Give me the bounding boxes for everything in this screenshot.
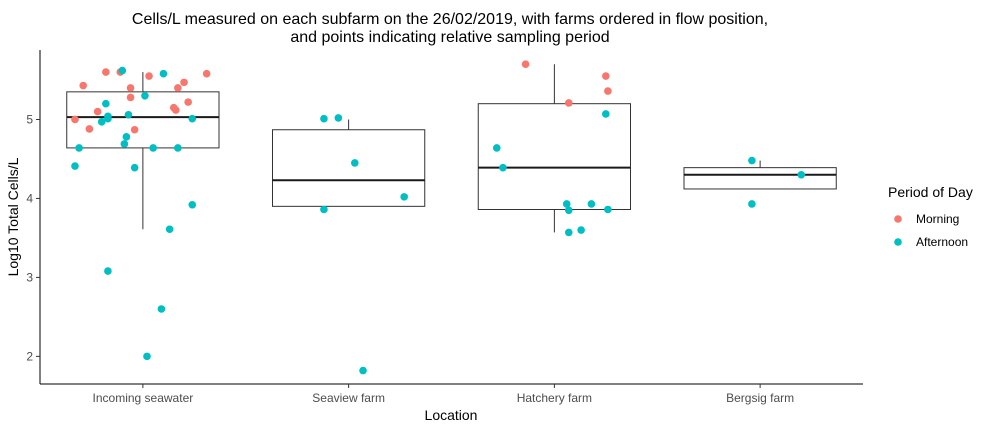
legend-key-morning: [894, 215, 902, 223]
data-point-morning: [564, 99, 573, 107]
y-tick-label: 2: [26, 349, 33, 363]
box-hatchery-farm: [477, 64, 632, 233]
chart-title-line-2: and points indicating relative sampling …: [290, 29, 609, 46]
data-point-afternoon: [748, 156, 756, 165]
data-point-afternoon: [334, 114, 343, 122]
tick-labels: 2 3 4 5 Incoming seawater Seaview farm Hatcher…: [26, 112, 794, 405]
data-point-afternoon: [104, 112, 112, 121]
data-point-afternoon: [748, 200, 756, 208]
chart-title: Cells/L measured on each subfarm on the …: [132, 11, 768, 46]
data-point-morning: [602, 72, 610, 80]
data-point-afternoon: [350, 159, 359, 167]
data-point-afternoon: [492, 144, 501, 152]
data-point-morning: [202, 69, 211, 78]
box-bergsig-farm: [683, 160, 837, 190]
data-point-morning: [79, 81, 88, 90]
legend-label-afternoon: Afternoon: [916, 235, 968, 249]
y-tick-label: 4: [26, 191, 33, 205]
data-point-afternoon: [174, 144, 182, 152]
x-tick-label: Seaview farm: [312, 391, 385, 405]
data-point-afternoon: [104, 267, 112, 275]
data-point-afternoon: [562, 200, 571, 208]
data-point-morning: [85, 125, 94, 133]
data-point-afternoon: [587, 200, 596, 208]
data-point-morning: [71, 115, 79, 124]
data-point-morning: [171, 106, 180, 114]
data-point-afternoon: [130, 163, 139, 172]
data-point-afternoon: [188, 200, 197, 209]
series-morning: [71, 60, 612, 134]
plot-area: [66, 60, 837, 375]
box-body-incoming-seawater: [66, 91, 220, 149]
data-point-morning: [180, 78, 188, 87]
series-afternoon: [71, 66, 806, 375]
data-point-afternoon: [320, 205, 328, 214]
axes: [39, 50, 863, 385]
data-point-afternoon: [118, 66, 127, 75]
x-tick-label: Hatchery farm: [517, 391, 592, 405]
data-point-afternoon: [564, 206, 573, 215]
box-body-hatchery-farm: [477, 103, 632, 210]
x-axis-title: Location: [425, 407, 478, 423]
data-point-afternoon: [797, 170, 806, 179]
data-point-morning: [145, 72, 153, 80]
x-tick-label: Bergsig farm: [726, 391, 794, 405]
data-point-morning: [93, 107, 102, 116]
legend-title: Period of Day: [888, 184, 973, 200]
data-point-afternoon: [188, 114, 197, 123]
data-point-morning: [130, 125, 139, 134]
box-seaview-farm: [271, 119, 426, 207]
legend-label-morning: Morning: [916, 212, 959, 226]
data-point-morning: [126, 93, 135, 102]
data-point-afternoon: [602, 110, 610, 118]
data-point-afternoon: [141, 91, 149, 100]
legend: Period of Day Morning Afternoon: [888, 184, 973, 249]
data-point-afternoon: [124, 110, 133, 119]
data-point-afternoon: [400, 193, 408, 201]
data-point-afternoon: [564, 228, 573, 237]
y-tick-label: 3: [26, 270, 33, 284]
box-body-bergsig-farm: [683, 167, 837, 190]
data-point-afternoon: [320, 114, 328, 123]
data-point-afternoon: [149, 144, 157, 152]
data-point-morning: [174, 84, 182, 92]
data-point-morning: [126, 84, 135, 92]
chart-title-line-1: Cells/L measured on each subfarm on the …: [132, 11, 768, 28]
data-point-afternoon: [120, 140, 129, 148]
data-point-morning: [184, 98, 192, 106]
data-point-afternoon: [97, 118, 106, 126]
y-tick-label: 5: [26, 112, 33, 126]
legend-key-afternoon: [894, 238, 902, 246]
data-point-afternoon: [165, 225, 174, 234]
data-point-afternoon: [577, 226, 585, 234]
data-point-afternoon: [102, 99, 110, 108]
data-point-afternoon: [159, 69, 168, 78]
data-point-afternoon: [122, 133, 131, 141]
data-point-morning: [521, 60, 530, 69]
data-point-afternoon: [157, 305, 166, 313]
data-point-morning: [102, 68, 110, 76]
data-point-morning: [604, 87, 612, 95]
box-body-seaview-farm: [271, 129, 426, 207]
data-point-afternoon: [359, 366, 367, 375]
data-point-afternoon: [71, 162, 79, 170]
y-axis-title: Log10 Total Cells/L: [5, 157, 21, 276]
data-point-afternoon: [499, 163, 507, 172]
data-point-afternoon: [143, 352, 151, 361]
data-point-afternoon: [604, 205, 612, 214]
x-tick-label: Incoming seawater: [93, 391, 194, 405]
data-point-afternoon: [75, 144, 83, 152]
